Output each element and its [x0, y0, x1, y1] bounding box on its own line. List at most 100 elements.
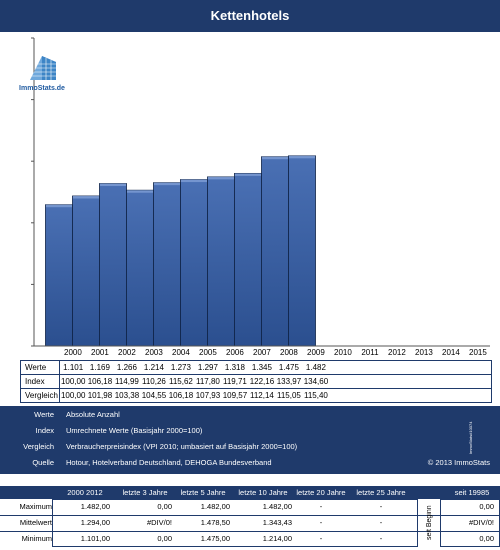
bar: [180, 179, 208, 347]
legend-value: Verbraucherpreisindex (VPI 2010; umbasie…: [66, 442, 298, 451]
side-id: ImmoStats#10074: [468, 421, 473, 455]
table-cell: 134,60: [302, 373, 330, 389]
stats-cell: #DIV/0!: [146, 518, 172, 527]
stats-cell: -: [379, 518, 383, 527]
table-cell: 100,00: [59, 387, 87, 403]
table-cell: [383, 373, 411, 389]
table-cell: 107,93: [194, 387, 222, 403]
year-tick-label: 2006: [226, 348, 244, 358]
bar-highlight: [127, 190, 153, 193]
table-cell: 110,26: [140, 373, 168, 389]
year-tick-label: 2000: [64, 348, 82, 358]
bar: [234, 172, 262, 347]
stats-row-label: Mittelwert: [19, 518, 52, 527]
legend-value: Absolute Anzahl: [66, 410, 120, 419]
bar: [99, 183, 127, 347]
bar: [207, 176, 235, 347]
stats-row-label: Maximum: [19, 502, 52, 511]
table-cell: [329, 387, 357, 403]
year-tick-label: 2015: [469, 348, 487, 358]
bar-highlight: [289, 155, 315, 159]
legend-key: Vergleich: [23, 442, 54, 451]
table-cell: [437, 387, 465, 403]
stats-cell: -: [319, 534, 323, 543]
legend-row: Vergleich Verbraucherpreisindex (VPI 201…: [0, 440, 500, 454]
year-tick-label: 2004: [172, 348, 190, 358]
stats-cell: #DIV/0!: [468, 518, 494, 527]
year-tick-label: 2011: [361, 348, 379, 358]
stats-row: Maximum 1.482,00 0,00 1.482,00 1.482,00 - - 0,0…: [0, 499, 500, 515]
year-tick-label: 2012: [388, 348, 406, 358]
table-cell: 106,18: [167, 387, 195, 403]
year-tick-label: 2008: [280, 348, 298, 358]
stats-cell: 1.482,00: [262, 502, 292, 511]
table-row: Werte 1.101 1.169 1.266 1.214 1.273 1.297 1.318…: [20, 359, 492, 375]
table-cell: 1.297: [194, 359, 222, 375]
legend-panel: Werte Absolute Anzahl Index Umrechnete W…: [0, 406, 500, 474]
legend-row: Index Umrechnete Werte (Basisjahr 2000=1…: [0, 424, 500, 438]
table-cell: 104,55: [140, 387, 168, 403]
year-tick-label: 2003: [145, 348, 163, 358]
bar: [261, 156, 289, 347]
stats-cell: -: [319, 502, 323, 511]
table-cell: [464, 359, 492, 375]
table-cell: [383, 387, 411, 403]
stats-header-cell: 2000 2012: [67, 488, 103, 497]
stats-header: 2000 2012 letzte 3 Jahre letzte 5 Jahre …: [0, 486, 500, 499]
table-cell: 101,98: [86, 387, 114, 403]
bar-highlight: [73, 195, 99, 199]
building-icon: [30, 56, 56, 80]
table-cell: 1.318: [221, 359, 249, 375]
bar-highlight: [154, 182, 180, 186]
table-cell: 1.475: [275, 359, 303, 375]
stats-cell: 1.475,00: [200, 534, 230, 543]
bar-chart: [31, 37, 490, 347]
table-cell: 119,71: [221, 373, 249, 389]
table-cell: 114,99: [113, 373, 141, 389]
bar: [153, 182, 181, 347]
copyright: © 2013 ImmoStats: [427, 458, 490, 467]
table-row-label: Vergleich: [20, 387, 60, 403]
table-cell: 122,16: [248, 373, 276, 389]
legend-value: Umrechnete Werte (Basisjahr 2000=100): [66, 426, 203, 435]
bar-highlight: [100, 183, 126, 187]
stats-header-cell: letzte 3 Jahre: [122, 488, 168, 497]
year-tick-label: 2009: [307, 348, 325, 358]
year-tick-label: 2005: [199, 348, 217, 358]
table-cell: 1.101: [59, 359, 87, 375]
table-cell: 109,57: [221, 387, 249, 403]
stats-header-cell: letzte 25 Jahre: [356, 488, 406, 497]
table-corner: [21, 346, 60, 360]
table-cell: [356, 387, 384, 403]
chart-title: Kettenhotels: [0, 0, 500, 32]
stats-header-cell: seit 19985: [454, 488, 490, 497]
legend-key: Werte: [34, 410, 54, 419]
immostats-logo: ImmoStats.de: [12, 50, 72, 92]
table-row: Index 100,00 106,18 114,99 110,26 115,62 117,8…: [20, 373, 492, 389]
year-tick-label: 2001: [91, 348, 109, 358]
legend-key: Quelle: [32, 458, 54, 467]
table-header-row: 2000 2001 2002 2003 2004 2005 2006 2007 2008 2009…: [21, 346, 492, 360]
year-tick-label: 2010: [334, 348, 352, 358]
bar-highlight: [46, 204, 72, 208]
stats-row: Minimum 1.101,00 0,00 1.475,00 1.214,00 - - 0,0…: [0, 531, 500, 547]
stats-cell: -: [379, 502, 383, 511]
stats-cell: 0,00: [157, 502, 172, 511]
stats-cell: 0,00: [479, 534, 494, 543]
stats-cell: 0,00: [157, 534, 172, 543]
stats-divider: [0, 515, 500, 516]
stats-cell: 1.343,43: [262, 518, 292, 527]
stats-cell: 1.214,00: [262, 534, 292, 543]
table-cell: [464, 373, 492, 389]
stats-cell: -: [379, 534, 383, 543]
table-cell: [383, 359, 411, 375]
legend-row: Quelle Hotour, Hotelverband Deutschland,…: [0, 456, 500, 470]
stats-cell: 1.482,00: [80, 502, 110, 511]
table-cell: 133,97: [275, 373, 303, 389]
table-cell: 112,14: [248, 387, 276, 403]
bar: [288, 155, 316, 347]
stats-row-label: Minimum: [21, 534, 52, 543]
bar-highlight: [262, 156, 288, 160]
table-cell: 100,00: [59, 373, 87, 389]
stats-cell: 1.482,00: [200, 502, 230, 511]
